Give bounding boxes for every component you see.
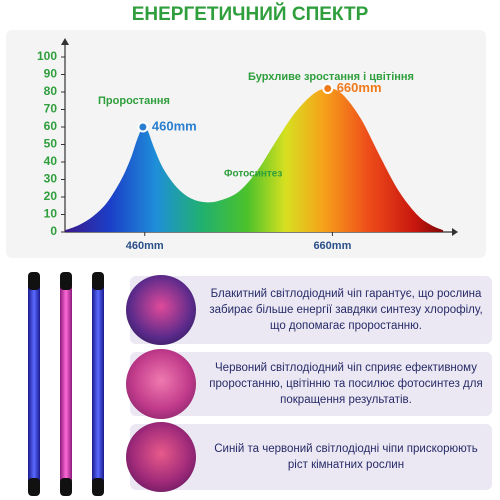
x-axis-arrow	[452, 228, 458, 236]
y-tick-label: 10	[44, 207, 58, 221]
y-tick-label: 20	[44, 189, 58, 203]
panel: Червоний світлодіодний чіп сприяє ефекти…	[126, 349, 492, 419]
x-tick-label: 460mm	[126, 240, 164, 252]
peak-marker	[322, 83, 334, 94]
annotation: Бурхливе зростання і цвітіння	[248, 71, 414, 83]
panel: Блакитний світлодіодний чіп гарантує, що…	[126, 275, 492, 345]
plant-photo	[126, 349, 196, 419]
annotation: Проростання	[98, 95, 170, 107]
y-tick-label: 0	[50, 224, 57, 238]
panel-text: Блакитний світлодіодний чіп гарантує, що…	[209, 288, 483, 332]
plant-photo	[126, 422, 196, 492]
y-tick-label: 100	[37, 49, 57, 63]
led-illustration	[28, 272, 104, 496]
page-title: ЕНЕРГЕТИЧНИЙ СПЕКТР	[131, 4, 369, 25]
y-tick-label: 40	[44, 154, 58, 168]
y-tick-label: 50	[44, 137, 58, 151]
y-tick-label: 90	[44, 67, 58, 81]
annotation: 660mm	[337, 80, 382, 95]
y-tick-label: 80	[44, 84, 58, 98]
chart: 0 10 20 30 40 50 60 70 80 90 100 460mm 660mm Пророста…	[6, 30, 486, 258]
y-axis-arrow	[61, 38, 69, 45]
spectrum-area	[65, 88, 444, 232]
y-tick-label: 70	[44, 102, 58, 116]
annotation: Фотосинтез	[224, 169, 282, 180]
peak-marker	[137, 121, 149, 133]
y-tick-label: 30	[44, 172, 58, 186]
panel-text: Синій та червоний світлодіодні чіпи прис…	[214, 443, 478, 471]
y-tick-label: 60	[44, 119, 58, 133]
plant-photo	[126, 275, 196, 345]
panel: Синій та червоний світлодіодні чіпи прис…	[126, 422, 492, 492]
panel-text: Червоний світлодіодний чіп сприяє ефекти…	[209, 362, 483, 406]
annotation: 460mm	[152, 118, 197, 133]
x-tick-label: 660mm	[313, 240, 351, 252]
